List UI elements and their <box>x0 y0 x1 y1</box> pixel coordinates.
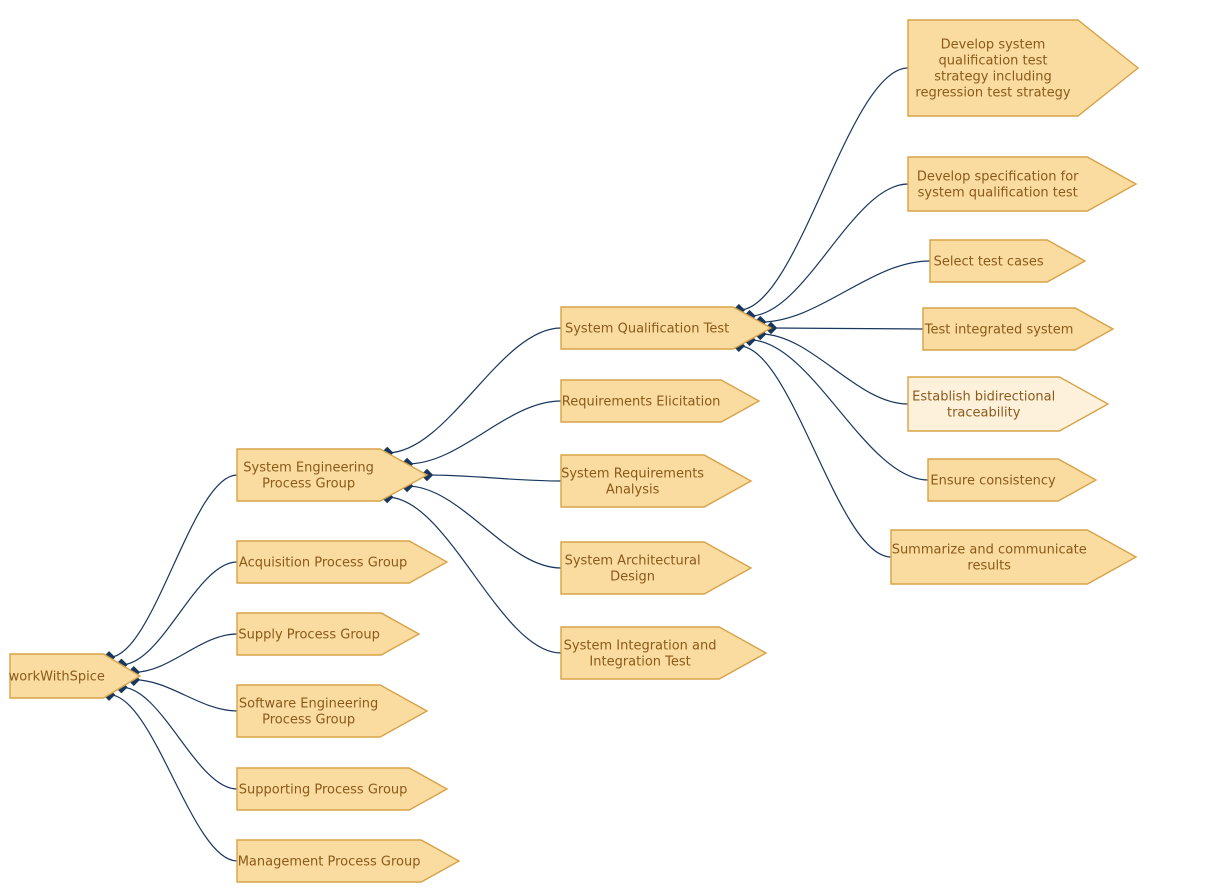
node-label: Management Process Group <box>238 854 421 869</box>
node-label: workWithSpice <box>9 669 105 684</box>
node-label: Integration Test <box>589 654 690 669</box>
edge <box>121 687 237 789</box>
diagram-canvas: workWithSpiceSystem EngineeringProcess G… <box>0 0 1210 896</box>
node-label: Develop system <box>941 37 1046 52</box>
edge <box>121 562 237 665</box>
node-label: Requirements Elicitation <box>562 394 721 409</box>
edge <box>760 334 908 404</box>
node[interactable]: Develop specification forsystem qualific… <box>908 157 1136 211</box>
node-label: Establish bidirectional <box>912 389 1055 404</box>
node[interactable]: Software EngineeringProcess Group <box>237 685 427 737</box>
node-label: Supply Process Group <box>238 627 379 642</box>
node[interactable]: Supporting Process Group <box>237 768 447 810</box>
node-label: strategy including <box>934 69 1052 84</box>
node[interactable]: System Qualification Test <box>561 307 771 349</box>
node[interactable]: Ensure consistency <box>928 459 1096 501</box>
node-label: Process Group <box>262 476 355 491</box>
node[interactable]: Summarize and communicateresults <box>891 530 1136 584</box>
edge <box>134 680 237 711</box>
node-label: System Qualification Test <box>565 321 729 336</box>
node-label: System Requirements <box>561 466 704 481</box>
node[interactable]: Select test cases <box>930 240 1085 282</box>
node-label: Test integrated system <box>924 322 1074 337</box>
node-label: traceability <box>947 405 1021 420</box>
edge <box>739 68 908 310</box>
node-label: Acquisition Process Group <box>239 555 407 570</box>
node-label: Software Engineering <box>239 696 378 711</box>
node-label: results <box>967 558 1011 573</box>
edge <box>407 401 561 464</box>
node-label: Supporting Process Group <box>239 782 408 797</box>
node-label: Ensure consistency <box>930 473 1056 488</box>
node[interactable]: System RequirementsAnalysis <box>561 455 751 507</box>
node[interactable]: Test integrated system <box>923 308 1113 350</box>
edge <box>739 346 891 557</box>
edge <box>750 184 908 316</box>
node-label: system qualification test <box>918 185 1078 200</box>
node-label: System Engineering <box>243 460 374 475</box>
node[interactable]: Establish bidirectionaltraceability <box>908 377 1108 431</box>
node[interactable]: Management Process Group <box>237 840 459 882</box>
edge <box>427 475 561 481</box>
node-label: System Integration and <box>564 638 717 653</box>
node[interactable]: Requirements Elicitation <box>561 380 759 422</box>
node[interactable]: Acquisition Process Group <box>237 541 447 583</box>
node-label: Develop specification for <box>917 169 1079 184</box>
edge <box>750 340 928 480</box>
edge <box>760 261 930 322</box>
edge <box>771 328 923 329</box>
node-label: System Architectural <box>565 553 701 568</box>
node[interactable]: System EngineeringProcess Group <box>237 449 427 501</box>
node[interactable]: Supply Process Group <box>237 613 419 655</box>
edges-layer <box>109 68 930 861</box>
node-label: qualification test <box>939 53 1048 68</box>
node[interactable]: System Integration andIntegration Test <box>561 627 766 679</box>
node[interactable]: Develop systemqualification teststrategy… <box>908 20 1138 116</box>
node-label: Design <box>610 569 655 584</box>
node-label: Select test cases <box>934 254 1044 269</box>
node-label: Process Group <box>262 712 355 727</box>
edge <box>109 695 237 861</box>
node-label: regression test strategy <box>915 85 1070 100</box>
node-label: Analysis <box>606 482 660 497</box>
node-label: Summarize and communicate <box>892 542 1087 557</box>
node[interactable]: System ArchitecturalDesign <box>561 542 751 594</box>
edge <box>109 475 237 657</box>
edge <box>387 328 561 453</box>
nodes-layer: workWithSpiceSystem EngineeringProcess G… <box>9 20 1138 882</box>
edge <box>134 634 237 672</box>
